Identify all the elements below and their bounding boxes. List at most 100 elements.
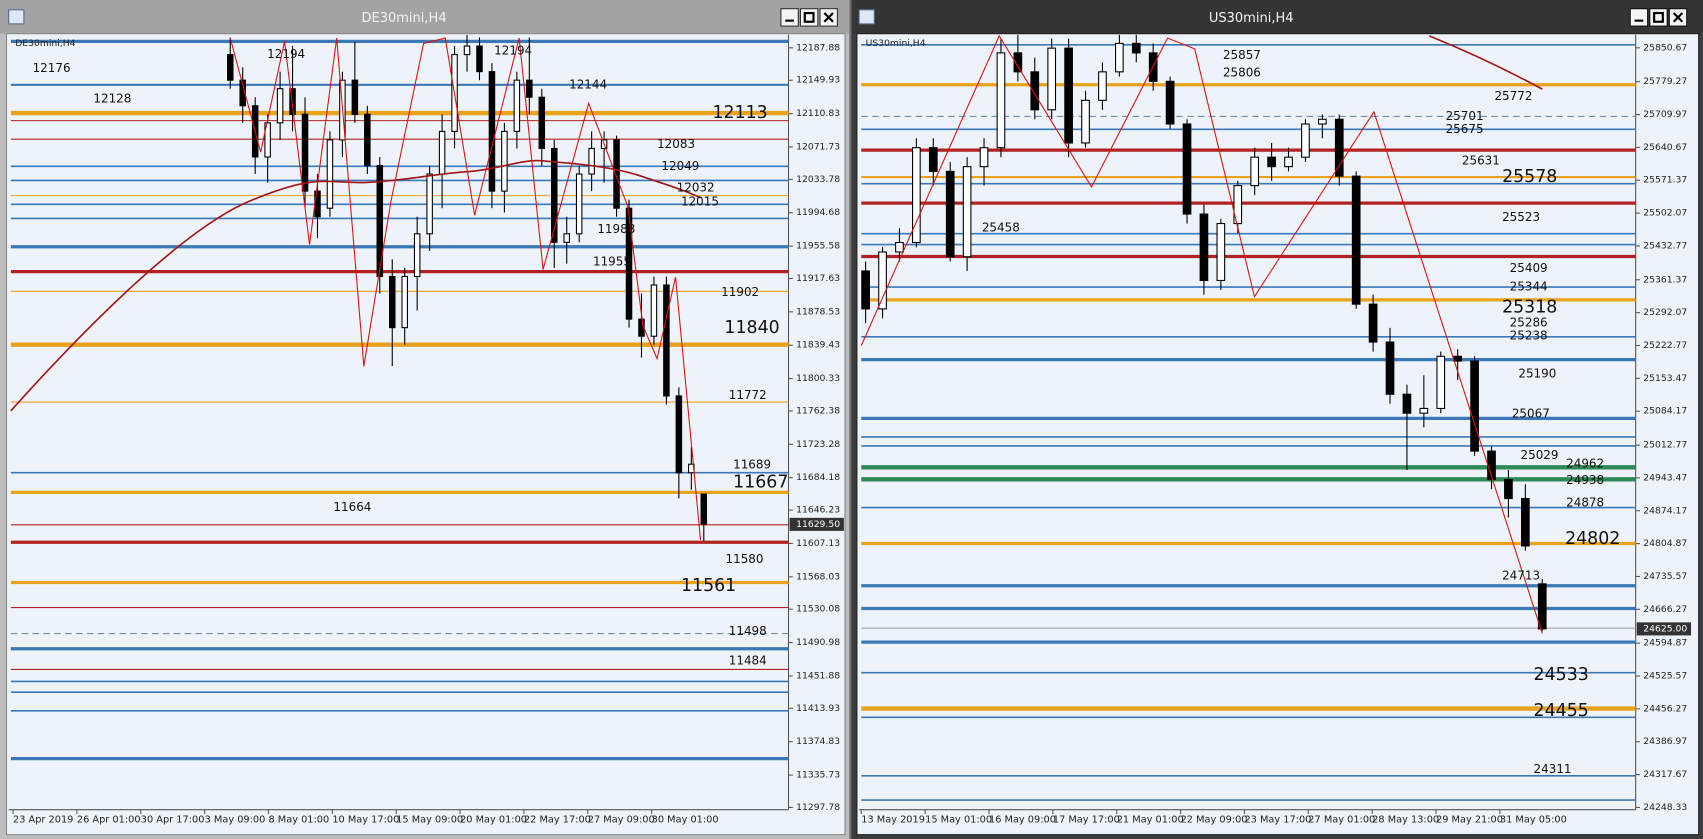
candle-body	[575, 173, 583, 235]
level-label: 12176	[33, 61, 71, 75]
symbol-label: DE30mini,H4	[15, 38, 75, 49]
y-tick-label: 11839.43	[796, 340, 840, 351]
candle-body	[996, 52, 1006, 149]
minimize-button[interactable]	[780, 8, 799, 27]
y-tick-label: 25361.37	[1643, 274, 1687, 285]
x-tick-label: 23 Apr 2019	[13, 814, 73, 825]
y-tick-label: 12187.88	[796, 42, 840, 53]
y-tick-label: 12110.83	[796, 108, 840, 119]
candle-body	[1182, 123, 1192, 215]
y-tick-label: 24594.87	[1643, 638, 1687, 649]
y-tick-label: 25779.27	[1643, 76, 1687, 87]
major-level-label: 12113	[712, 103, 767, 123]
candle-body	[388, 275, 396, 329]
candle-body	[979, 147, 989, 168]
y-tick-label: 11568.03	[796, 571, 840, 582]
level-label: 11955	[593, 254, 631, 268]
minimize-button[interactable]	[1629, 8, 1649, 27]
level-label: 11664	[333, 500, 371, 514]
title-bar	[0, 0, 850, 34]
major-level-label: 11840	[724, 318, 779, 338]
candle-body	[550, 147, 558, 243]
y-tick-label: 12033.78	[796, 174, 840, 185]
maximize-button[interactable]	[799, 8, 819, 27]
level-label: 12015	[681, 195, 719, 209]
level-label: 11902	[721, 285, 759, 299]
candle-body	[895, 241, 904, 253]
x-tick-label: 22 May 17:00	[524, 814, 591, 825]
current-price-label: 11629.50	[796, 519, 840, 530]
major-level-label: 11667	[733, 473, 788, 493]
level-label: 12083	[657, 137, 695, 151]
level-label: 11580	[726, 552, 764, 566]
candle-body	[1267, 156, 1276, 168]
level-label: 25772	[1494, 89, 1532, 103]
y-tick-label: 11762.38	[796, 405, 840, 416]
y-tick-label: 24666.27	[1643, 604, 1687, 615]
level-label: 12049	[661, 159, 699, 173]
candle-body	[962, 166, 972, 258]
y-tick-label: 11374.83	[796, 736, 840, 747]
window-icon	[858, 9, 875, 25]
major-level-label: 24802	[1565, 529, 1620, 549]
y-tick-label: 25153.47	[1643, 373, 1687, 384]
levels	[8, 34, 1641, 815]
candle-body	[1284, 156, 1293, 168]
level-label: 25029	[1521, 448, 1559, 462]
level-label: 25701	[1446, 109, 1484, 123]
candle-body	[326, 139, 334, 209]
x-tick-label: 22 May 09:00	[1181, 814, 1248, 825]
level-label: 25238	[1510, 328, 1548, 342]
y-tick-label: 11917.63	[796, 273, 840, 284]
labels: 12187.88 12149.93 12110.83 12071.73 12033.78…	[13, 38, 1692, 825]
current-price-box	[789, 517, 844, 531]
level-label: 24878	[1566, 496, 1604, 510]
level-label: 11498	[729, 624, 767, 638]
candle-body	[625, 207, 633, 320]
x-tick-label: 27 May 09:00	[588, 814, 655, 825]
x-tick-label: 26 Apr 01:00	[77, 814, 141, 825]
y-tick-label: 25012.77	[1643, 440, 1687, 451]
y-tick-label: 11684.18	[796, 472, 840, 483]
level-label: 24713	[1502, 568, 1540, 582]
candle-body	[1368, 303, 1378, 343]
level-label: 25190	[1518, 366, 1556, 380]
x-tick-label: 20 May 01:00	[460, 814, 527, 825]
y-tick-label: 11451.88	[796, 670, 840, 681]
icon	[1653, 11, 1664, 23]
candle-body	[1385, 341, 1395, 395]
y-tick-label: 25222.77	[1643, 340, 1687, 351]
level-label: 24311	[1534, 762, 1572, 776]
candle-body	[613, 139, 620, 209]
candle-body	[264, 122, 271, 158]
candle-body	[1233, 185, 1243, 225]
candle-body	[878, 251, 887, 310]
major-level-label: 11561	[681, 576, 736, 596]
candle-body	[663, 284, 670, 397]
y-tick-label: 11530.08	[796, 604, 840, 615]
y-tick-label: 11297.78	[796, 802, 840, 813]
y-tick-label: 24456.27	[1643, 703, 1687, 714]
y-tick-label: 24804.87	[1643, 538, 1687, 549]
candle-body	[1402, 393, 1412, 414]
candle-body	[1419, 407, 1429, 414]
level-label: 12144	[569, 77, 607, 91]
major-level-label: 25578	[1502, 167, 1557, 187]
maximize-button[interactable]	[1649, 8, 1668, 27]
candle-body	[1064, 47, 1073, 144]
window-title: DE30mini,H4	[361, 11, 446, 26]
level-label: 12032	[677, 181, 715, 195]
candle-body	[1131, 42, 1141, 54]
candle-body	[538, 96, 546, 149]
window-icon	[8, 9, 25, 25]
y-tick-label: 11800.33	[796, 373, 840, 384]
level-label: 25067	[1512, 407, 1550, 421]
x-tick-label: 17 May 17:00	[1053, 814, 1120, 825]
candle-body	[912, 147, 921, 244]
candle-body	[700, 493, 708, 525]
candle-body	[401, 275, 408, 329]
candle-body	[588, 147, 595, 175]
candle-body	[226, 54, 234, 81]
candle-body	[563, 233, 570, 243]
level-label: 25286	[1510, 315, 1548, 329]
